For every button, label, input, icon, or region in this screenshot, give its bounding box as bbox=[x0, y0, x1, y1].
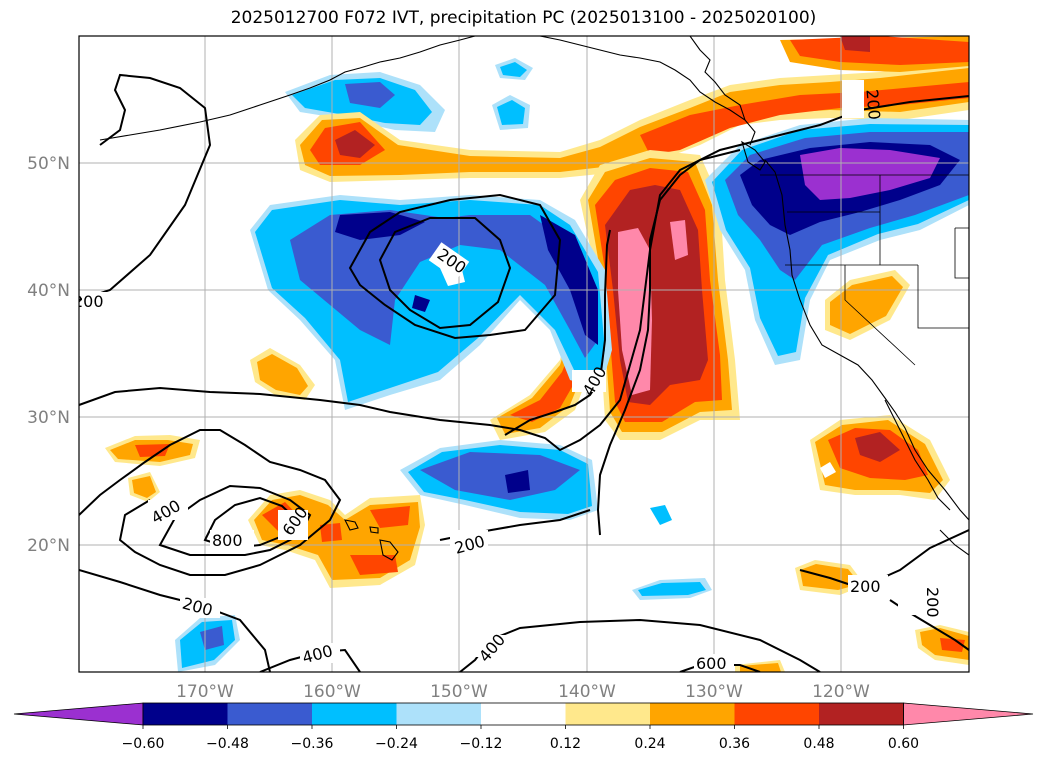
lon-tick-label: 170°W bbox=[176, 682, 234, 702]
precip-blob bbox=[132, 476, 156, 498]
precip-blob bbox=[650, 505, 672, 525]
gridlines bbox=[79, 36, 969, 672]
lat-tick-label: 30°N bbox=[27, 408, 70, 428]
ivt-contour bbox=[79, 95, 969, 452]
ivt-contour bbox=[348, 193, 562, 340]
lat-tick-label: 20°N bbox=[27, 536, 70, 556]
colorbar-bin bbox=[312, 703, 397, 725]
precip-blob bbox=[500, 62, 527, 77]
precip-blob bbox=[420, 452, 580, 500]
ivt-label: 200 bbox=[862, 88, 884, 120]
precip-blob bbox=[497, 328, 584, 434]
coastline-gulf-of-alaska bbox=[539, 36, 756, 146]
coastline-alaska-peninsula bbox=[99, 67, 361, 141]
ivt-label: 200 bbox=[850, 577, 881, 596]
coastline-vancouver-island bbox=[741, 140, 766, 171]
ivt-label: 200 bbox=[73, 292, 104, 311]
precip-blob bbox=[200, 626, 224, 650]
precip-blob bbox=[290, 210, 598, 358]
colorbar-tick-label: −0.36 bbox=[291, 736, 334, 752]
colorbar-tick-label: −0.24 bbox=[375, 736, 418, 752]
colorbar-tick-label: −0.12 bbox=[460, 736, 503, 752]
lon-tick-labels: 170°W 160°W 150°W 140°W 130°W 120°W bbox=[176, 682, 870, 702]
ivt-contours bbox=[79, 73, 969, 672]
coastline-baja bbox=[884, 399, 951, 511]
precip-blob bbox=[740, 663, 781, 672]
lon-tick-label: 150°W bbox=[430, 682, 488, 702]
lon-tick-label: 120°W bbox=[812, 682, 870, 702]
precip-blob bbox=[505, 470, 530, 493]
lat-tick-labels: 50°N 40°N 30°N 20°N bbox=[27, 154, 70, 556]
precip-blob bbox=[320, 523, 342, 542]
precip-blob bbox=[540, 215, 598, 345]
colorbar-bin bbox=[565, 703, 650, 725]
precip-blob bbox=[790, 36, 969, 65]
coastlines bbox=[99, 36, 969, 561]
ivt-contour bbox=[79, 73, 212, 301]
precip-fill-layer bbox=[105, 36, 969, 672]
colorbar-bin bbox=[734, 703, 819, 725]
precip-blob bbox=[497, 100, 525, 125]
ivt-label: 800 bbox=[212, 531, 243, 550]
ivt-contour bbox=[378, 217, 512, 330]
precip-blob bbox=[800, 148, 940, 200]
colorbar-tick-label: 0.60 bbox=[888, 736, 919, 752]
colorbar-bin bbox=[143, 703, 228, 725]
ivt-contour bbox=[158, 484, 312, 556]
colorbar-bin bbox=[227, 703, 312, 725]
lon-tick-label: 160°W bbox=[303, 682, 361, 702]
precip-blob bbox=[510, 340, 580, 422]
map-frame bbox=[78, 35, 970, 673]
colorbar-tick-label: −0.60 bbox=[122, 736, 165, 752]
ivt-contour-labels: 200 200 200 200 200 200 200 400 400 400 bbox=[73, 80, 942, 673]
ivt-contour bbox=[596, 149, 741, 536]
border-nevada bbox=[917, 265, 969, 329]
precip-blob bbox=[670, 220, 688, 260]
colorbar-under-extension bbox=[13, 702, 144, 726]
precip-blob bbox=[350, 555, 398, 575]
colorbar-over-extension bbox=[903, 702, 1034, 726]
colorbar-tick-label: 0.24 bbox=[634, 736, 665, 752]
precip-blob bbox=[640, 82, 969, 155]
precip-blob bbox=[345, 82, 395, 108]
lon-tick-label: 140°W bbox=[558, 682, 616, 702]
border-california-nevada bbox=[844, 265, 916, 366]
colorbar-tick-label: −0.48 bbox=[206, 736, 249, 752]
colorbar-bin bbox=[481, 703, 566, 725]
colorbar: −0.60 −0.48 −0.36 −0.24 −0.12 0.12 0.24 … bbox=[13, 702, 1034, 752]
colorbar-frame bbox=[142, 702, 904, 726]
colorbar-tick-label: 0.36 bbox=[719, 736, 750, 752]
precip-blob bbox=[370, 506, 410, 528]
colorbar-ticks bbox=[142, 725, 904, 729]
coastline-us-west bbox=[764, 159, 969, 521]
precip-blob bbox=[840, 36, 870, 52]
precip-blob bbox=[638, 582, 706, 596]
coastline-mexico bbox=[939, 529, 969, 556]
precip-blob bbox=[412, 295, 430, 312]
colorbar-bin bbox=[819, 703, 904, 725]
colorbar-bin bbox=[650, 703, 735, 725]
precip-blob bbox=[855, 432, 900, 462]
map-panel: 200 200 200 200 200 200 200 400 400 400 bbox=[73, 35, 970, 673]
lat-tick-label: 50°N bbox=[27, 154, 70, 174]
coastline-hawaii bbox=[344, 519, 399, 561]
coastline-bc-islands bbox=[689, 36, 746, 121]
colorbar-tick-label: 0.12 bbox=[550, 736, 581, 752]
borders bbox=[760, 174, 969, 366]
border-montana bbox=[954, 227, 969, 279]
colorbar-tick-label: 0.48 bbox=[803, 736, 834, 752]
map-title: 2025012700 F072 IVT, precipitation PC (2… bbox=[230, 8, 817, 28]
coastline-alaska-south bbox=[359, 36, 476, 69]
ivt-label: 600 bbox=[696, 654, 727, 673]
ivt-label: 200 bbox=[923, 587, 942, 618]
lon-tick-label: 130°W bbox=[685, 682, 743, 702]
colorbar-bin bbox=[396, 703, 481, 725]
lat-tick-label: 40°N bbox=[27, 281, 70, 301]
precip-blob bbox=[135, 444, 170, 457]
ivt-contour bbox=[79, 429, 342, 576]
precip-blob bbox=[257, 354, 308, 395]
precip-blob bbox=[335, 130, 375, 158]
precip-blob bbox=[820, 462, 836, 478]
